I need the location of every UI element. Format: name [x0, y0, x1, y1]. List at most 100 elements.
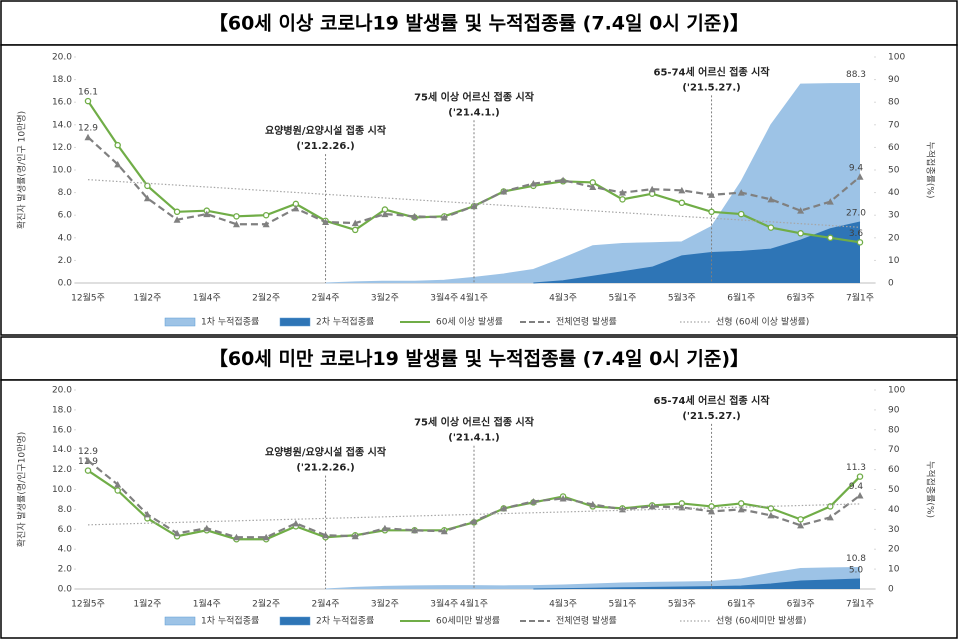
point: [589, 183, 597, 190]
value-label: 9.4: [849, 163, 864, 173]
y-tick-label: 14.0: [52, 445, 72, 455]
legend-label: 60세미만 발생률: [436, 616, 500, 627]
y2-tick-label: 70: [888, 445, 900, 455]
annotation-text: 65-74세 어르신 접종 시작: [654, 65, 771, 78]
x-tick-label: 5월1주: [608, 598, 636, 610]
legend-swatch: [279, 317, 311, 327]
trend-line: [87, 503, 861, 526]
x-tick-label: 4월3주: [549, 598, 577, 610]
x-tick-label: 2월2주: [252, 292, 280, 304]
y-tick-label: 4.0: [58, 545, 73, 555]
point: [797, 516, 804, 523]
point: [827, 503, 834, 510]
point: [767, 224, 775, 231]
point: [351, 226, 359, 234]
y2-tick-label: 70: [888, 120, 900, 130]
point: [856, 473, 864, 480]
point: [529, 180, 537, 187]
point: [678, 186, 686, 194]
point: [84, 97, 92, 105]
chart-title: 【60세 이상 코로나19 발생률 및 누적접종률 (7.4일 0시 기준)】: [209, 12, 749, 35]
title-box: [0, 336, 958, 381]
point: [856, 239, 864, 246]
y2-tick-label: 50: [888, 485, 900, 495]
y2-tick-label: 30: [888, 211, 900, 221]
value-label: 3.6: [849, 229, 864, 239]
y-tick-label: 4.0: [58, 233, 73, 243]
point: [470, 517, 478, 525]
point: [826, 198, 834, 205]
point: [767, 511, 775, 519]
point: [262, 211, 270, 219]
point: [708, 191, 716, 198]
point: [173, 208, 181, 216]
point: [144, 182, 151, 190]
chart-panel: [0, 379, 958, 639]
y-tick-label: 16.0: [52, 425, 72, 435]
y-tick-label: 20.0: [52, 53, 72, 63]
value-label: 12.9: [78, 124, 98, 134]
x-tick-label: 4월1주: [460, 292, 488, 304]
area-line: [325, 82, 861, 284]
point: [618, 189, 626, 196]
value-label: 10.8: [846, 554, 866, 564]
value-label: 12.9: [78, 447, 98, 457]
y-tick-label: 18.0: [52, 405, 72, 415]
point: [619, 196, 626, 203]
annotation-date: ('21.2.26.): [296, 463, 354, 474]
legend-swatch: [164, 317, 196, 327]
point: [262, 533, 270, 541]
y-tick-label: 0.0: [58, 279, 73, 289]
trend-line: [87, 179, 861, 228]
y2-tick-label: 10: [888, 256, 900, 266]
point: [440, 213, 448, 221]
y-tick-label: 12.0: [52, 143, 72, 153]
annotation-date: ('21.4.1.): [448, 433, 499, 444]
y-tick-label: 6.0: [58, 525, 73, 535]
annotation-text: 65-74세 어르신 접종 시작: [654, 394, 771, 407]
annotation-date: ('21.5.27.): [682, 411, 740, 422]
point: [797, 230, 804, 237]
x-tick-label: 7월1주: [846, 292, 874, 304]
point: [797, 207, 805, 214]
x-tick-label: 5월3주: [668, 598, 696, 610]
y-tick-label: 8.0: [58, 505, 73, 515]
x-tick-label: 1월4주: [193, 598, 221, 610]
point: [737, 210, 745, 218]
point: [351, 532, 359, 540]
legend-label: 2차 누적접종률: [316, 316, 374, 328]
point: [173, 529, 181, 537]
point: [826, 513, 834, 521]
point: [173, 216, 181, 223]
y2-tick-label: 40: [888, 505, 900, 515]
value-label: 16.1: [78, 88, 98, 98]
point: [351, 219, 359, 227]
x-tick-label: 5월1주: [608, 292, 636, 304]
annotation-date: ('21.2.26.): [296, 141, 354, 152]
y2-tick-label: 80: [888, 98, 900, 108]
y-tick-label: 18.0: [52, 75, 72, 85]
y-tick-label: 2.0: [58, 565, 73, 575]
point: [708, 208, 715, 216]
annotation-text: 요양병원/요양시설 접종 시작: [265, 124, 387, 137]
y2-tick-label: 90: [888, 75, 900, 85]
y2-tick-label: 80: [888, 425, 900, 435]
point: [143, 194, 151, 202]
point: [114, 487, 121, 494]
point: [797, 521, 805, 529]
y-tick-label: 20.0: [52, 386, 72, 396]
annotation-date: ('21.5.27.): [682, 82, 740, 93]
y-axis-title: 확진자 발생률(명/인구 10만명): [16, 111, 28, 229]
point: [856, 491, 864, 499]
area-fill: [533, 221, 860, 283]
x-tick-label: 6월1주: [727, 292, 755, 304]
point: [203, 524, 211, 532]
y2-tick-label: 20: [888, 545, 900, 555]
legend-label: 선형 (60세미만 발생률): [716, 616, 806, 627]
y-tick-label: 0.0: [58, 585, 73, 595]
x-tick-label: 2월4주: [312, 598, 340, 610]
title-box: [0, 0, 958, 46]
y-tick-label: 14.0: [52, 120, 72, 130]
y2-tick-label: 60: [888, 143, 900, 153]
